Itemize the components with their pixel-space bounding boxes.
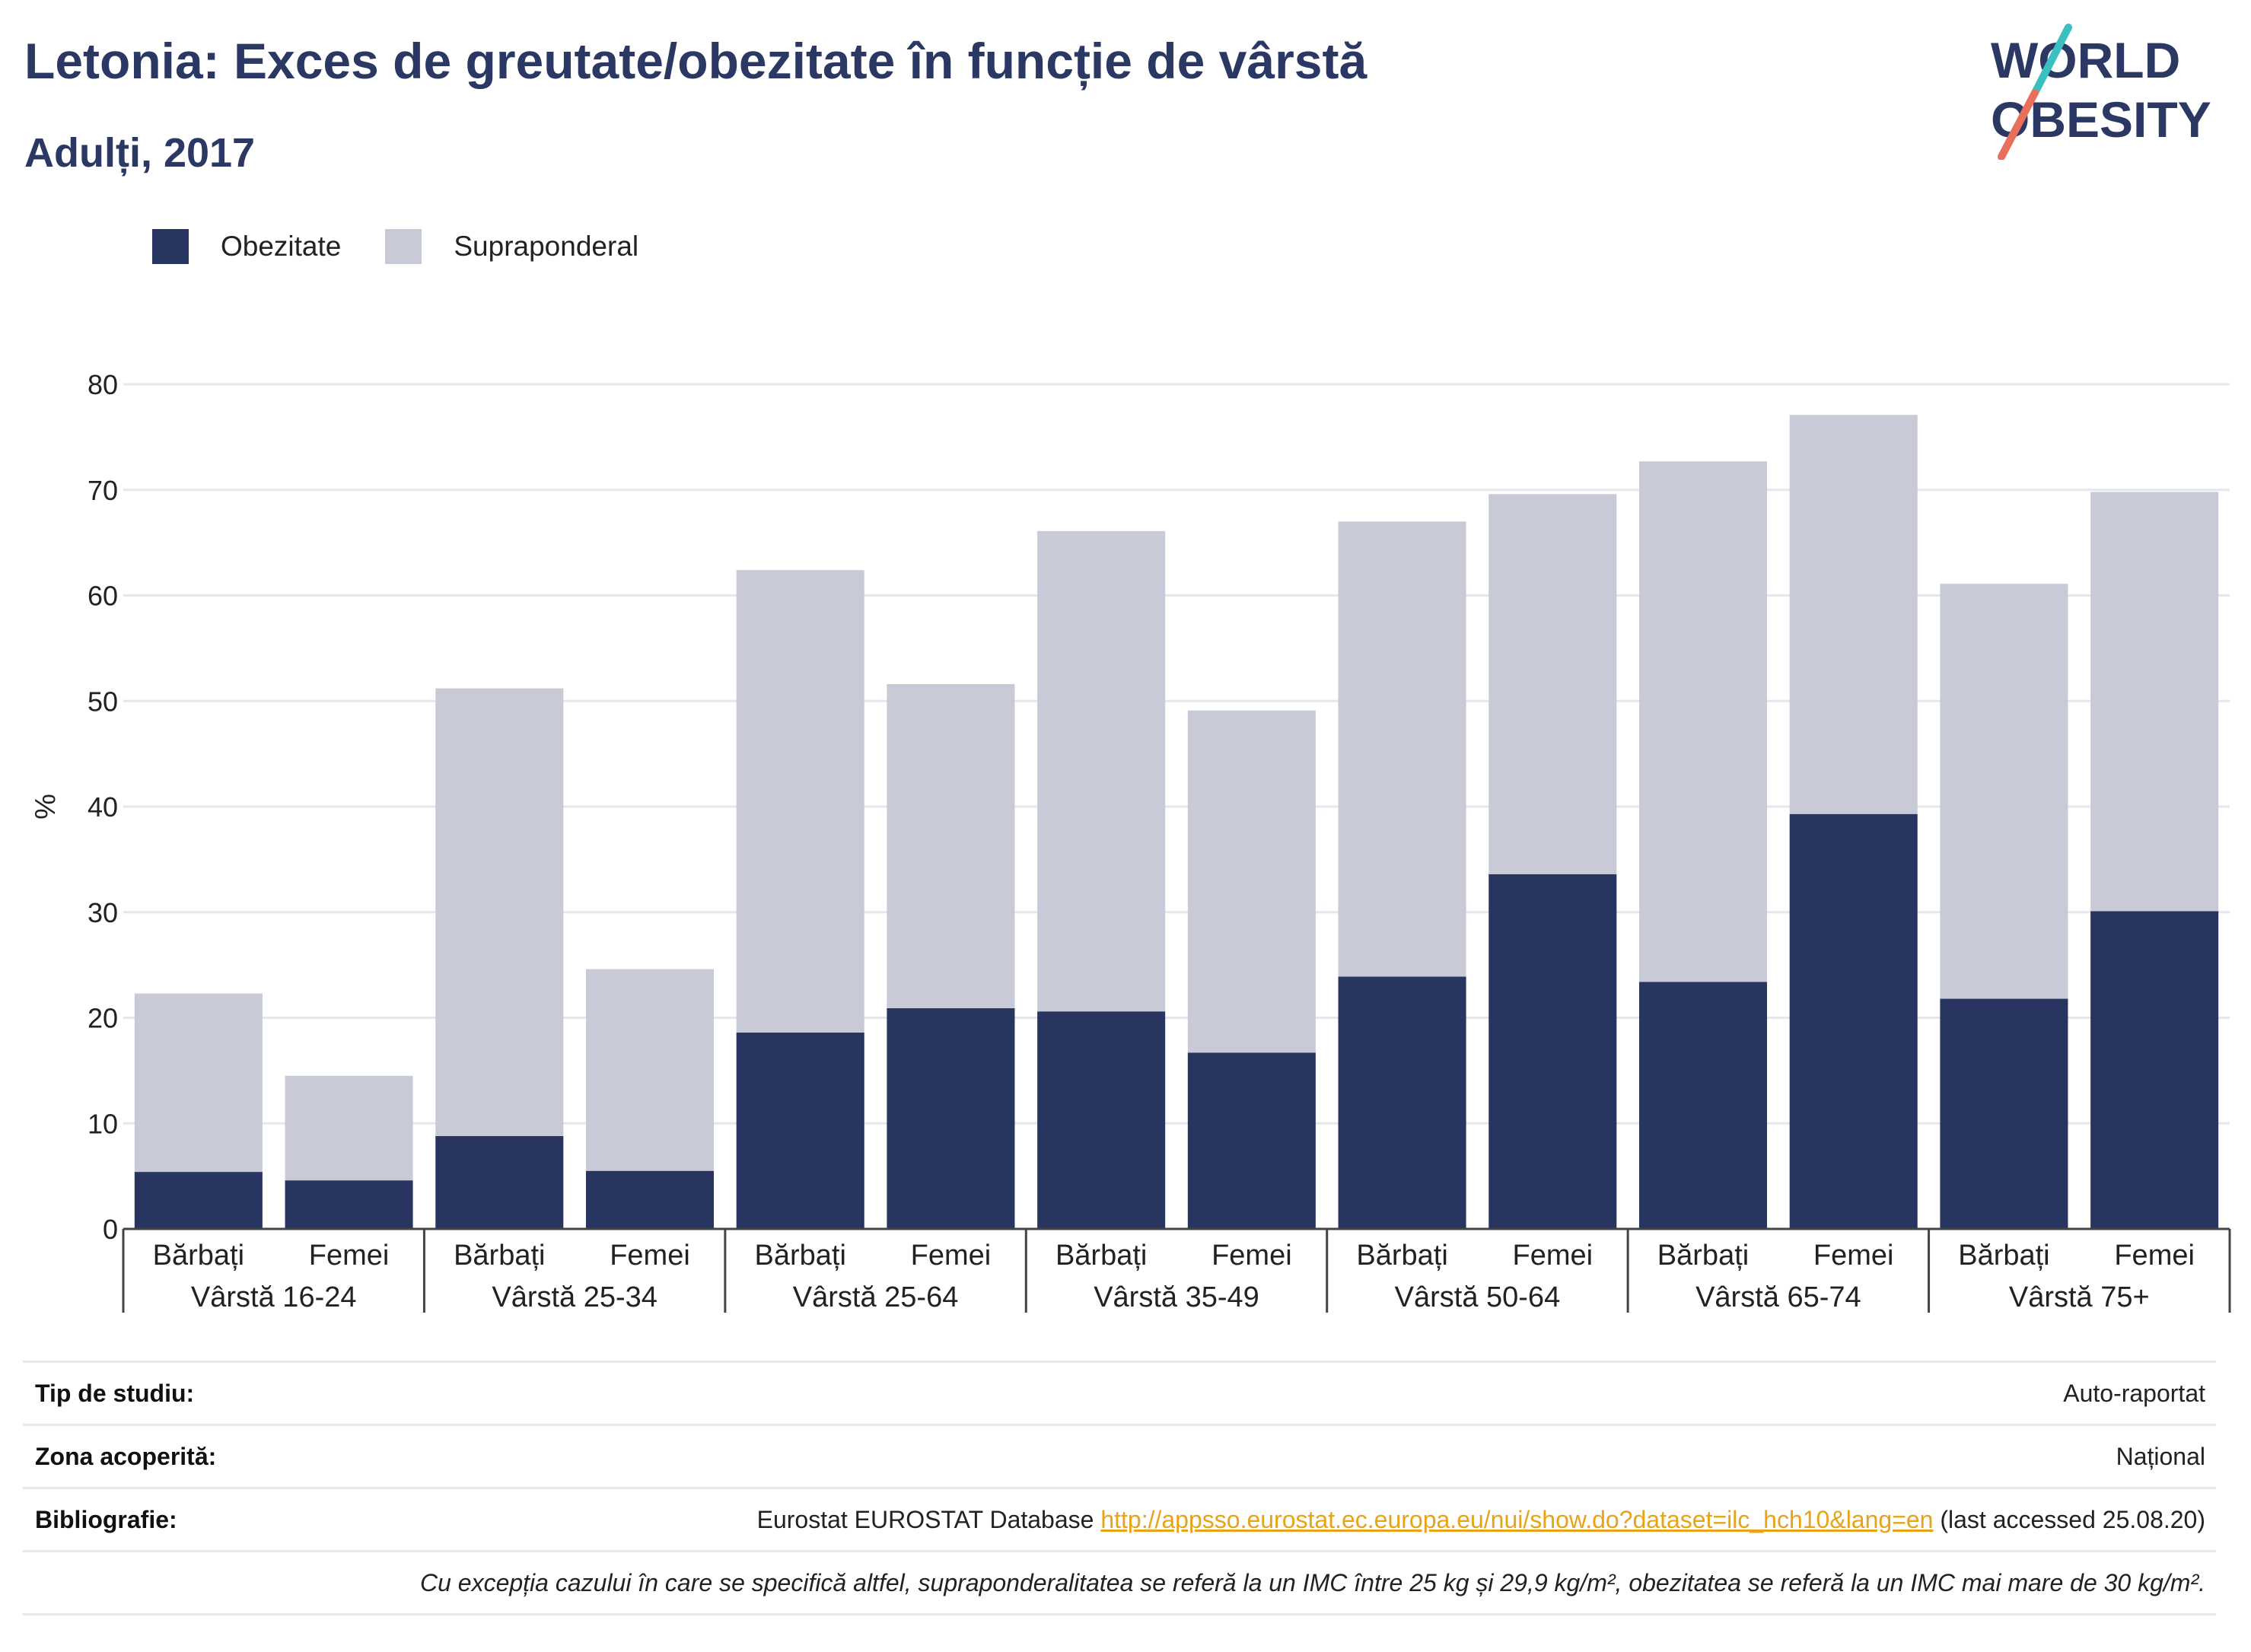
legend: Obezitate Supraponderal xyxy=(152,227,683,266)
meta-value-bibliography: Eurostat EUROSTAT Database http://appsso… xyxy=(757,1506,2205,1534)
bar-obezitate xyxy=(1187,1052,1316,1229)
y-tick-label: 80 xyxy=(88,369,118,400)
meta-row-bibliography: Bibliografie: Eurostat EUROSTAT Database… xyxy=(23,1489,2216,1552)
x-tick-label: Bărbați xyxy=(1356,1240,1447,1272)
meta-row-study-type: Tip de studiu: Auto-raportat xyxy=(23,1363,2216,1426)
group-label: Vârstă 50-64 xyxy=(1395,1281,1561,1313)
group-label: Vârstă 35-49 xyxy=(1094,1281,1259,1313)
y-tick-label: 20 xyxy=(88,1003,118,1034)
bar-supraponderal xyxy=(285,1075,413,1181)
meta-value-coverage: Național xyxy=(2116,1442,2205,1470)
bar-obezitate xyxy=(585,1170,715,1229)
x-tick-label: Bărbați xyxy=(153,1240,244,1272)
meta-row-coverage: Zona acoperită: Național xyxy=(23,1426,2216,1489)
logo-slash-coral xyxy=(1998,89,2039,160)
legend-label-obezitate: Obezitate xyxy=(221,231,342,262)
bibliography-suffix: (last accessed 25.08.20) xyxy=(1940,1505,2205,1533)
x-tick-label: Femei xyxy=(610,1240,690,1272)
x-tick-label: Bărbați xyxy=(454,1240,545,1272)
bar-obezitate xyxy=(1488,874,1617,1229)
y-tick-label: 30 xyxy=(88,897,118,928)
chart-title: Letonia: Exces de greutate/obezitate în … xyxy=(24,33,1367,89)
logo-slash-teal xyxy=(2031,24,2072,97)
bar-supraponderal xyxy=(134,993,263,1173)
metadata-table: Tip de studiu: Auto-raportat Zona acoper… xyxy=(23,1361,2216,1615)
bar-obezitate xyxy=(887,1008,1015,1229)
x-tick-label: Bărbați xyxy=(1657,1240,1749,1272)
bibliography-prefix: Eurostat EUROSTAT Database xyxy=(756,1505,1094,1533)
legend-label-supraponderal: Supraponderal xyxy=(454,231,639,262)
group-label: Vârstă 75+ xyxy=(2009,1281,2150,1313)
group-label: Vârstă 65-74 xyxy=(1695,1281,1861,1313)
x-tick-label: Bărbați xyxy=(755,1240,846,1272)
x-tick-label: Femei xyxy=(1512,1240,1593,1272)
bar-obezitate xyxy=(435,1135,564,1229)
bar-supraponderal xyxy=(585,969,715,1171)
meta-label-coverage: Zona acoperită: xyxy=(35,1442,217,1470)
bar-supraponderal xyxy=(1638,461,1768,982)
bar-obezitate xyxy=(2090,911,2219,1229)
y-tick-label: 60 xyxy=(88,581,118,612)
bar-supraponderal xyxy=(2090,492,2219,912)
bar-obezitate xyxy=(1638,982,1768,1229)
world-obesity-logo: WORLD OBESITY xyxy=(1991,24,2211,160)
bar-supraponderal xyxy=(887,684,1015,1009)
group-label: Vârstă 25-34 xyxy=(492,1281,657,1313)
bar-obezitate xyxy=(1037,1011,1166,1229)
bar-obezitate xyxy=(134,1172,263,1229)
chart-subtitle: Adulți, 2017 xyxy=(24,130,256,176)
y-tick-label: 0 xyxy=(103,1214,118,1245)
bar-supraponderal xyxy=(1338,521,1466,977)
bar-obezitate xyxy=(1338,976,1466,1229)
bar-supraponderal xyxy=(1037,530,1166,1012)
y-axis-label: % xyxy=(30,794,62,820)
bar-obezitate xyxy=(1789,813,1918,1229)
x-tick-label: Femei xyxy=(911,1240,992,1272)
y-tick-label: 70 xyxy=(88,475,118,506)
group-label: Vârstă 16-24 xyxy=(191,1281,357,1313)
definition-note: Cu excepția cazului în care se specifică… xyxy=(419,1568,2205,1596)
legend-swatch-supraponderal xyxy=(385,229,422,264)
bibliography-link[interactable]: http://appsso.eurostat.ec.europa.eu/nui/… xyxy=(1100,1505,1934,1533)
bar-supraponderal xyxy=(1789,415,1918,814)
meta-label-bibliography: Bibliografie: xyxy=(35,1505,177,1533)
group-label: Vârstă 25-64 xyxy=(793,1281,959,1313)
bar-supraponderal xyxy=(1488,494,1617,874)
y-tick-label: 40 xyxy=(88,791,118,823)
meta-value-study-type: Auto-raportat xyxy=(2063,1379,2205,1407)
meta-label-study-type: Tip de studiu: xyxy=(35,1379,195,1407)
bar-supraponderal xyxy=(1187,710,1316,1053)
y-tick-label: 50 xyxy=(88,686,118,717)
x-tick-label: Femei xyxy=(1211,1240,1292,1272)
x-tick-label: Bărbați xyxy=(1958,1240,2049,1272)
x-tick-label: Bărbați xyxy=(1055,1240,1147,1272)
bar-obezitate xyxy=(285,1180,413,1229)
y-tick-label: 10 xyxy=(88,1108,118,1139)
legend-swatch-obezitate xyxy=(152,229,189,264)
x-tick-label: Femei xyxy=(309,1240,390,1272)
bar-supraponderal xyxy=(435,688,564,1136)
x-tick-label: Femei xyxy=(2114,1240,2195,1272)
meta-row-note: Cu excepția cazului în care se specifică… xyxy=(23,1552,2216,1615)
x-tick-label: Femei xyxy=(1813,1240,1894,1272)
bar-supraponderal xyxy=(736,570,864,1033)
bar-obezitate xyxy=(736,1032,864,1229)
stacked-bar-chart: 0 10 20 30 40 50 60 70 80% Bărbați Femei Bărbați Fem… xyxy=(30,369,2231,1313)
logo-line-1: WORLD xyxy=(1991,32,2180,88)
bar-obezitate xyxy=(1940,998,2068,1229)
bar-supraponderal xyxy=(1940,584,2068,999)
